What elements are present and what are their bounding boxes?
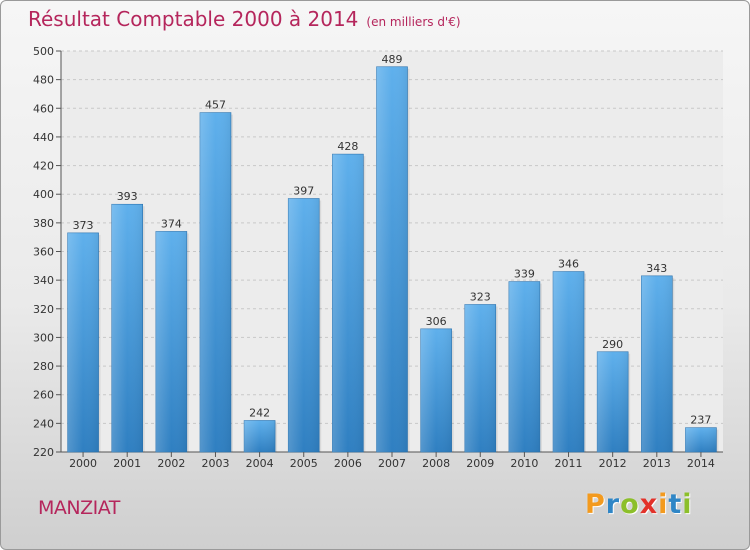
- chart-title-text: Résultat Comptable 2000 à 2014: [28, 7, 359, 31]
- x-tick-label: 2003: [201, 457, 229, 470]
- logo-letter: t: [668, 489, 683, 520]
- y-tick-label: 320: [33, 303, 54, 316]
- y-tick-label: 480: [33, 74, 54, 87]
- bar-value-label: 290: [602, 338, 623, 351]
- logo-letter: i: [658, 489, 669, 520]
- logo-letter: i: [682, 489, 693, 520]
- bar-shine: [67, 232, 99, 452]
- bar-shine: [376, 66, 408, 452]
- bar-value-label: 397: [293, 185, 314, 198]
- y-tick-label: 500: [33, 45, 54, 58]
- x-tick-label: 2011: [555, 457, 583, 470]
- bar-shine: [332, 154, 364, 452]
- bar-shine: [199, 112, 231, 452]
- bar-value-label: 323: [470, 290, 491, 303]
- bar-value-label: 242: [249, 406, 270, 419]
- bar-value-label: 237: [690, 414, 711, 427]
- logo-letter: r: [605, 489, 621, 520]
- bar-shine: [641, 275, 673, 452]
- bar-value-label: 428: [337, 140, 358, 153]
- logo-letter: x: [639, 489, 659, 520]
- bar-shine: [155, 231, 187, 452]
- bar-value-label: 339: [514, 268, 535, 281]
- logo-letter: P: [585, 489, 606, 520]
- y-tick-label: 420: [33, 160, 54, 173]
- x-tick-label: 2002: [157, 457, 185, 470]
- y-tick-label: 240: [33, 417, 54, 430]
- x-tick-label: 2014: [687, 457, 715, 470]
- bar-shine: [111, 204, 143, 452]
- x-tick-label: 2006: [334, 457, 362, 470]
- chart-title: Résultat Comptable 2000 à 2014 (en millie…: [28, 7, 461, 31]
- bar-value-label: 374: [161, 217, 182, 230]
- logo-letter: o: [620, 489, 640, 520]
- bar-value-label: 346: [558, 258, 579, 271]
- x-tick-label: 2001: [113, 457, 141, 470]
- bar-value-label: 306: [426, 315, 447, 328]
- bar-value-label: 373: [73, 219, 94, 232]
- bar-value-label: 393: [117, 190, 138, 203]
- y-tick-label: 300: [33, 331, 54, 344]
- bar-shine: [597, 351, 629, 452]
- y-tick-label: 340: [33, 274, 54, 287]
- x-tick-label: 2004: [246, 457, 274, 470]
- bar-shine: [553, 271, 585, 452]
- x-tick-label: 2000: [69, 457, 97, 470]
- y-tick-label: 360: [33, 246, 54, 259]
- y-tick-label: 220: [33, 446, 54, 459]
- y-tick-label: 400: [33, 188, 54, 201]
- y-tick-label: 260: [33, 389, 54, 402]
- bar-shine: [685, 427, 717, 452]
- x-tick-label: 2009: [466, 457, 494, 470]
- x-tick-label: 2005: [290, 457, 318, 470]
- y-tick-label: 280: [33, 360, 54, 373]
- bar-shine: [244, 420, 276, 452]
- y-tick-label: 440: [33, 131, 54, 144]
- bar-value-label: 489: [382, 53, 403, 66]
- commune-name: MANZIAT: [38, 497, 120, 519]
- bar-value-label: 343: [646, 262, 667, 275]
- bar-value-label: 457: [205, 99, 226, 112]
- x-tick-label: 2010: [510, 457, 538, 470]
- x-tick-label: 2013: [643, 457, 671, 470]
- y-tick-label: 380: [33, 217, 54, 230]
- x-tick-label: 2007: [378, 457, 406, 470]
- bar-shine: [464, 304, 496, 452]
- bar-shine: [420, 328, 452, 452]
- bar-shine: [288, 198, 320, 452]
- bar-shine: [508, 281, 540, 452]
- y-tick-label: 460: [33, 102, 54, 115]
- chart-subtitle: (en milliers d'€): [366, 15, 461, 29]
- x-tick-label: 2008: [422, 457, 450, 470]
- proxiti-logo: Proxiti: [585, 489, 693, 520]
- x-tick-label: 2012: [599, 457, 627, 470]
